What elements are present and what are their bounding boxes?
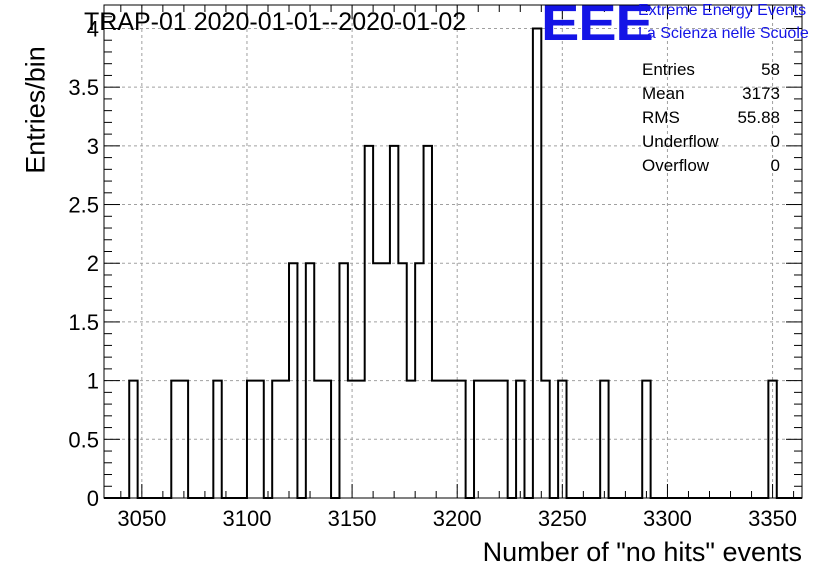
stat-label: Mean <box>642 84 685 103</box>
stat-label: Entries <box>642 60 695 79</box>
stats-box: Entries 58 Mean 3173 RMS 55.88 Underflow… <box>642 60 780 180</box>
logo-line-2: La Scienza nelle Scuole <box>638 25 809 42</box>
histogram-bin <box>440 381 448 498</box>
stat-row-underflow: Underflow 0 <box>642 132 780 156</box>
histogram-bin <box>457 381 465 498</box>
stat-row-entries: Entries 58 <box>642 60 780 84</box>
stat-value: 55.88 <box>737 108 780 127</box>
chart-title: TRAP-01 2020-01-01--2020-01-02 <box>84 8 467 36</box>
histogram-bin <box>323 381 331 498</box>
histogram-bin <box>398 263 406 498</box>
x-tick-label: 3050 <box>117 506 166 531</box>
histogram-bin <box>432 381 440 498</box>
y-tick-label: 4 <box>87 16 99 41</box>
stat-row-rms: RMS 55.88 <box>642 108 780 132</box>
stat-row-mean: Mean 3173 <box>642 84 780 108</box>
y-tick-label: 1 <box>87 369 99 394</box>
histogram-bin <box>768 381 776 498</box>
logo-line-1: Extreme Energy Events <box>638 2 807 19</box>
histogram-bin <box>424 146 432 498</box>
histogram-bin <box>533 28 541 498</box>
y-axis-ticks: 0 0.5 1 1.5 2 2.5 3 3.5 4 <box>68 4 802 511</box>
x-tick-label: 3150 <box>328 506 377 531</box>
stat-value: 0 <box>770 156 780 175</box>
histogram-bin <box>281 381 289 498</box>
stat-label: Overflow <box>642 156 710 175</box>
x-axis-label: Number of "no hits" events <box>482 537 802 567</box>
histogram-bin <box>516 381 524 498</box>
y-tick-label: 0 <box>87 486 99 511</box>
histogram-bin <box>339 263 347 498</box>
histogram-bin <box>129 381 137 498</box>
eee-logo: EEE <box>541 0 654 51</box>
histogram-bin <box>541 381 549 498</box>
histogram-bin <box>272 381 280 498</box>
x-axis-ticks: 3050 3100 3150 3200 3250 3300 3350 <box>117 5 797 531</box>
y-tick-label: 2 <box>87 251 99 276</box>
histogram-bin <box>289 263 297 498</box>
histogram-bin <box>180 381 188 498</box>
histogram-bin <box>407 381 415 498</box>
y-tick-label: 2.5 <box>68 193 99 218</box>
stat-value: 58 <box>761 60 780 79</box>
y-axis-label: Entries/bin <box>20 46 51 174</box>
stat-row-overflow: Overflow 0 <box>642 156 780 180</box>
histogram-bin <box>247 381 255 498</box>
histogram-bin <box>365 146 373 498</box>
histogram-bin <box>491 381 499 498</box>
histogram-bin <box>474 381 482 498</box>
stat-label: Underflow <box>642 132 719 151</box>
stat-label: RMS <box>642 108 680 127</box>
y-tick-label: 3 <box>87 134 99 159</box>
x-tick-label: 3350 <box>748 506 797 531</box>
x-tick-label: 3100 <box>222 506 271 531</box>
x-tick-label: 3250 <box>538 506 587 531</box>
x-tick-label: 3200 <box>433 506 482 531</box>
stat-value: 0 <box>770 132 780 151</box>
histogram-bin <box>348 381 356 498</box>
histogram-bin <box>600 381 608 498</box>
histogram-bin <box>415 263 423 498</box>
histogram-bin <box>171 381 179 498</box>
y-tick-label: 1.5 <box>68 310 99 335</box>
histogram-bin <box>213 381 221 498</box>
y-tick-label: 0.5 <box>68 427 99 452</box>
histogram-bin <box>382 263 390 498</box>
histogram-bin <box>499 381 507 498</box>
y-tick-label: 3.5 <box>68 75 99 100</box>
histogram-bin <box>482 381 490 498</box>
histogram-bin <box>356 381 364 498</box>
histogram-bin <box>390 146 398 498</box>
histogram-bin <box>255 381 263 498</box>
histogram-bin <box>449 381 457 498</box>
histogram-bin <box>642 381 650 498</box>
stat-value: 3173 <box>742 84 780 103</box>
x-tick-label: 3300 <box>643 506 692 531</box>
histogram-bin <box>314 381 322 498</box>
histogram-bin <box>558 381 566 498</box>
histogram-bin <box>373 263 381 498</box>
histogram-bin <box>306 263 314 498</box>
